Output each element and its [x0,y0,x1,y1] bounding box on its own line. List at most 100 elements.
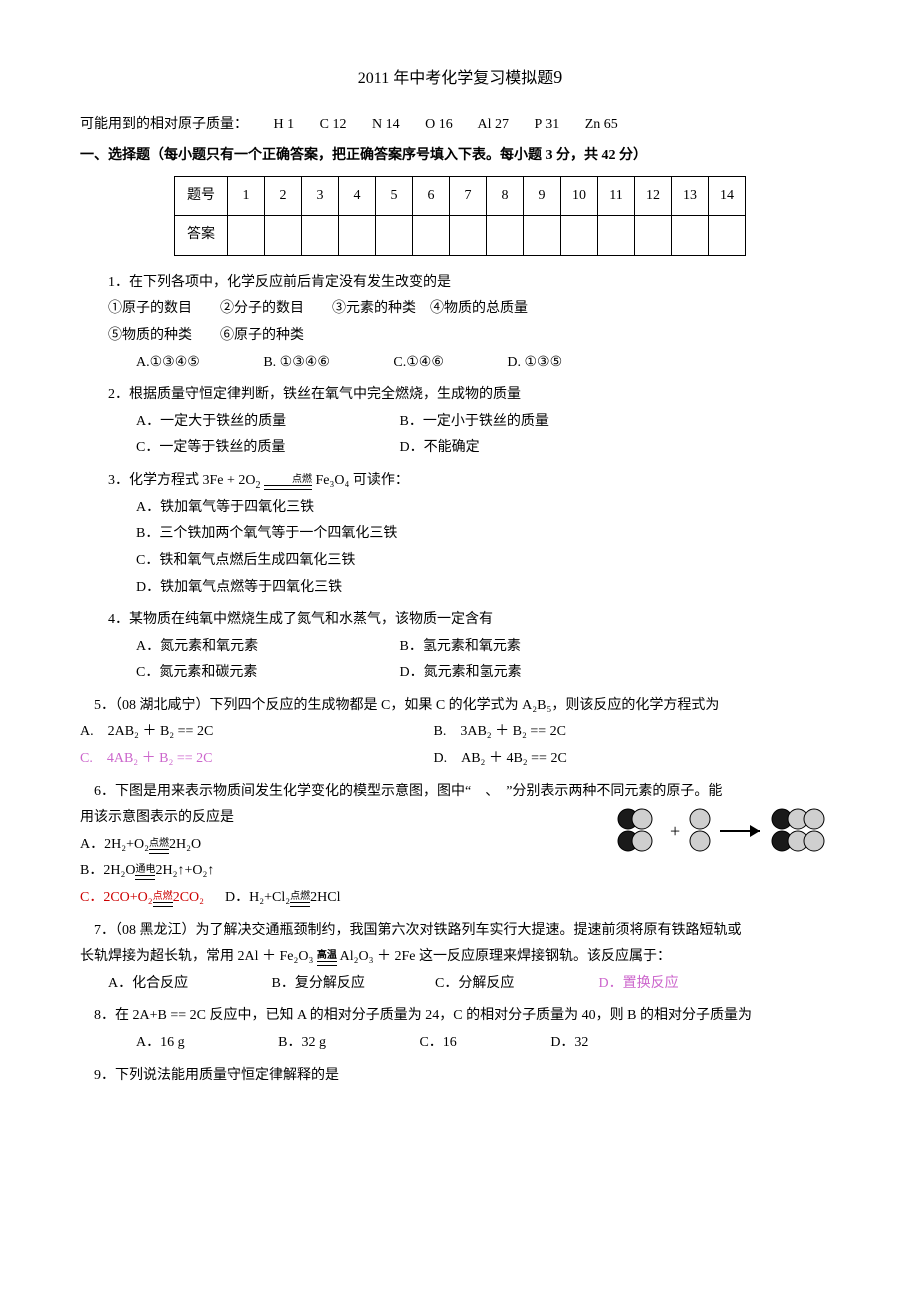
atomic-al: Al 27 [477,117,509,132]
q5-row1: A. 2AB₂ ＋ B₂ == 2C B. 3AB₂ ＋ B₂ == 2C [80,719,840,746]
q7-condition: 高温 [317,952,337,966]
grid-ans-7[interactable] [450,216,487,256]
q5-opt-b: B. 3AB₂ ＋ B₂ == 2C [434,719,784,746]
grid-col-6: 6 [413,176,450,216]
q6-stem: 6．下图是用来表示物质间发生化学变化的模型示意图，图中“ 、 ”分别表示两种不同… [80,779,840,806]
q1-options: A.①③④⑤ B. ①③④⑥ C.①④⑥ D. ①③⑤ [136,350,840,377]
q3-opt-d: D．铁加氧气点燃等于四氧化三铁 [136,575,840,602]
q4-opt-b: B．氢元素和氧元素 [400,634,660,661]
q6-line2: 用该示意图表示的反应是 [80,810,234,825]
q8-opt-a: A．16 g [136,1030,185,1057]
q2-opt-b: B．一定小于铁丝的质量 [400,409,660,436]
q1-opt-b: B. ①③④⑥ [263,350,330,377]
q1-items-2: ⑤物质的种类 ⑥原子的种类 [108,323,840,350]
atomic-c: C 12 [320,117,347,132]
grid-ans-5[interactable] [376,216,413,256]
section-1-heading: 一、选择题（每小题只有一个正确答案，把正确答案序号填入下表。每小题 3 分，共 … [80,143,840,170]
q2-opt-c: C．一定等于铁丝的质量 [136,435,396,462]
question-8: 8．在 2A+B == 2C 反应中，已知 A 的相对分子质量为 24，C 的相… [80,1003,840,1056]
q6-a-condition: 点燃 [149,840,169,854]
q7-opt-c: C．分解反应 [421,971,581,998]
q8-stem: 8．在 2A+B == 2C 反应中，已知 A 的相对分子质量为 24，C 的相… [80,1003,840,1030]
q3-opt-b: B．三个铁加两个氧气等于一个四氧化三铁 [136,521,840,548]
q1-items-1: ①原子的数目 ②分子的数目 ③元素的种类 ④物质的总质量 [108,296,840,323]
q4-opt-a: A．氮元素和氧元素 [136,634,396,661]
grid-col-5: 5 [376,176,413,216]
grid-ans-13[interactable] [672,216,709,256]
grid-row1-label: 题号 [175,176,228,216]
q5-opt-a: A. 2AB₂ ＋ B₂ == 2C [80,719,430,746]
q1-opt-d: D. ①③⑤ [507,350,562,377]
answer-grid-answer-row: 答案 [175,216,746,256]
q3-pre: 3．化学方程式 3Fe + 2O [108,473,256,488]
q3-condition: 点燃 [264,476,312,490]
q7-opt-d: D．置换反应 [585,971,705,998]
q8-opt-b: B．32 g [278,1030,326,1057]
question-7: 7．（08 黑龙江）为了解决交通瓶颈制约，我国第六次对铁路列车实行大提速。提速前… [80,918,840,998]
grid-ans-4[interactable] [339,216,376,256]
atomic-h: H 1 [274,117,295,132]
q6-opt-c: C．2CO+O₂点燃2CO₂ [80,890,208,905]
question-6: 6．下图是用来表示物质间发生化学变化的模型示意图，图中“ 、 ”分别表示两种不同… [80,779,840,912]
q5-stem: 5．（08 湖北咸宁）下列四个反应的生成物都是 C，如果 C 的化学式为 A₂B… [80,693,840,720]
grid-col-10: 10 [561,176,598,216]
question-1: 1．在下列各项中，化学反应前后肯定没有发生改变的是 ①原子的数目 ②分子的数目 … [80,270,840,376]
q4-row1: A．氮元素和氧元素 B．氢元素和氧元素 [136,634,840,661]
q6-d-condition: 点燃 [290,893,310,907]
q6-opt-d: D．H₂+Cl₂点燃2HCl [225,890,340,905]
q9-stem: 9．下列说法能用质量守恒定律解释的是 [80,1063,840,1090]
answer-grid-header-row: 题号 1 2 3 4 5 6 7 8 9 10 11 12 13 14 [175,176,746,216]
grid-ans-8[interactable] [487,216,524,256]
q5-opt-c: C. 4AB₂ ＋ B₂ == 2C [80,746,430,773]
grid-col-12: 12 [635,176,672,216]
q4-opt-d: D．氮元素和氢元素 [400,660,660,687]
grid-ans-11[interactable] [598,216,635,256]
q2-stem: 2．根据质量守恒定律判断，铁丝在氧气中完全燃烧，生成物的质量 [80,382,840,409]
svg-text:+: + [670,821,680,841]
title-prefix: 2011 年中考化学复习模拟题 [358,70,553,87]
grid-col-4: 4 [339,176,376,216]
atomic-n: N 14 [372,117,400,132]
atomic-p: P 31 [534,117,559,132]
question-4: 4．某物质在纯氧中燃烧生成了氮气和水蒸气，该物质一定含有 A．氮元素和氧元素 B… [80,607,840,687]
q7-stem: 7．（08 黑龙江）为了解决交通瓶颈制约，我国第六次对铁路列车实行大提速。提速前… [80,918,840,945]
q6-diagram: + [610,805,840,868]
grid-ans-14[interactable] [709,216,746,256]
q6-opt-a: A．2H₂+O₂点燃2H₂O [80,837,201,852]
atomic-lead: 可能用到的相对原子质量： [80,117,248,132]
q6-b-condition: 通电 [135,866,155,880]
grid-col-9: 9 [524,176,561,216]
grid-ans-12[interactable] [635,216,672,256]
q5-row2: C. 4AB₂ ＋ B₂ == 2C D. AB₂ ＋ 4B₂ == 2C [80,746,840,773]
question-3: 3．化学方程式 3Fe + 2O2 点燃 Fe₃O₄ 可读作： A．铁加氧气等于… [80,468,840,601]
q1-opt-a: A.①③④⑤ [136,350,200,377]
reaction-diagram-icon: + [610,805,840,857]
q7-options: A．化合反应 B．复分解反应 C．分解反应 D．置换反应 [80,971,840,998]
q8-opt-d: D．32 [550,1030,588,1057]
grid-row2-label: 答案 [175,216,228,256]
q4-stem: 4．某物质在纯氧中燃烧生成了氮气和水蒸气，该物质一定含有 [80,607,840,634]
grid-col-7: 7 [450,176,487,216]
atomic-zn: Zn 65 [585,117,618,132]
atomic-mass-line: 可能用到的相对原子质量： H 1 C 12 N 14 O 16 Al 27 P … [80,112,840,139]
answer-grid: 题号 1 2 3 4 5 6 7 8 9 10 11 12 13 14 答案 [174,176,746,256]
q6-c-condition: 点燃 [153,893,173,907]
page-title: 2011 年中考化学复习模拟题9 [80,60,840,94]
q7-line2: 长轨焊接为超长轨，常用 2Al ＋ Fe₂O₃ 高温 Al₂O₃ ＋ 2Fe 这… [80,949,671,964]
q1-stem: 1．在下列各项中，化学反应前后肯定没有发生改变的是 [80,270,840,297]
grid-ans-6[interactable] [413,216,450,256]
grid-ans-3[interactable] [302,216,339,256]
q5-opt-d: D. AB₂ ＋ 4B₂ == 2C [434,746,784,773]
grid-ans-10[interactable] [561,216,598,256]
grid-col-11: 11 [598,176,635,216]
grid-ans-9[interactable] [524,216,561,256]
grid-col-14: 14 [709,176,746,216]
q2-opt-a: A．一定大于铁丝的质量 [136,409,396,436]
q1-opt-c: C.①④⑥ [393,350,444,377]
q6-opt-b: B．2H₂O通电2H₂↑+O₂↑ [80,863,214,878]
q2-opt-d: D．不能确定 [400,435,660,462]
grid-col-8: 8 [487,176,524,216]
title-number: 9 [553,67,562,87]
grid-ans-2[interactable] [265,216,302,256]
grid-ans-1[interactable] [228,216,265,256]
